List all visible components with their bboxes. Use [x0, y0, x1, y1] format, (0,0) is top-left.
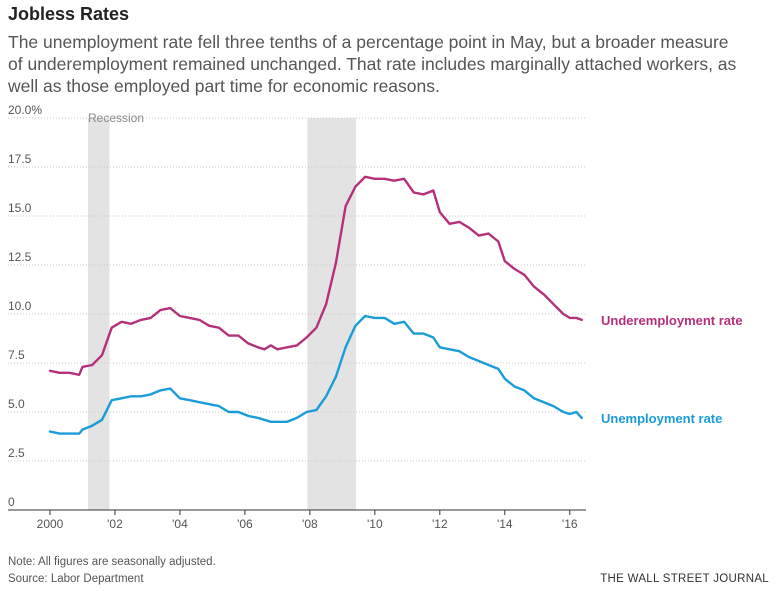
x-axis: 2000 '02 '04 '06 '08 '10 '12 '14 '16: [8, 509, 586, 531]
x-tick-label: '06: [237, 517, 253, 531]
publisher-brand: THE WALL STREET JOURNAL: [600, 573, 769, 585]
x-tick-label: '16: [562, 517, 578, 531]
chart-note: Note: All figures are seasonally adjuste…: [8, 556, 216, 568]
chart-source: Source: Labor Department: [8, 573, 144, 585]
y-tick-label: 17.5: [8, 152, 32, 166]
x-tick-label: '04: [172, 517, 188, 531]
underemployment-line: [48, 175, 583, 376]
y-tick-label: 15.0: [8, 201, 32, 215]
chart-title: Jobless Rates: [8, 4, 130, 24]
x-tick-label: '12: [432, 517, 448, 531]
series-lines: [48, 175, 583, 435]
recession-bands: Recession: [88, 111, 357, 510]
y-tick-label: 5.0: [8, 397, 25, 411]
series-labels: Underemployment rate Unemployment rate: [601, 313, 743, 426]
x-tick-label: '02: [107, 517, 123, 531]
y-tick-label: 7.5: [8, 348, 25, 362]
y-tick-label: 10.0: [8, 299, 32, 313]
underemployment-label: Underemployment rate: [601, 313, 743, 328]
x-tick-label: '08: [302, 517, 318, 531]
x-tick-label: '14: [497, 517, 513, 531]
unemployment-label: Unemployment rate: [601, 411, 722, 426]
chart-subtitle: The unemployment rate fell three tenths …: [8, 32, 737, 96]
y-tick-label: 2.5: [8, 446, 25, 460]
x-tick-label: 2000: [37, 517, 64, 531]
y-tick-label: 12.5: [8, 250, 32, 264]
unemployment-line: [48, 314, 583, 435]
y-axis-labels: 20.0% 17.5 15.0 12.5 10.0 7.5 5.0 2.5 0: [8, 103, 42, 509]
grid-lines: [8, 117, 586, 462]
y-tick-label: 0: [8, 495, 15, 509]
x-tick-label: '10: [367, 517, 383, 531]
y-tick-label: 20.0%: [8, 103, 42, 117]
